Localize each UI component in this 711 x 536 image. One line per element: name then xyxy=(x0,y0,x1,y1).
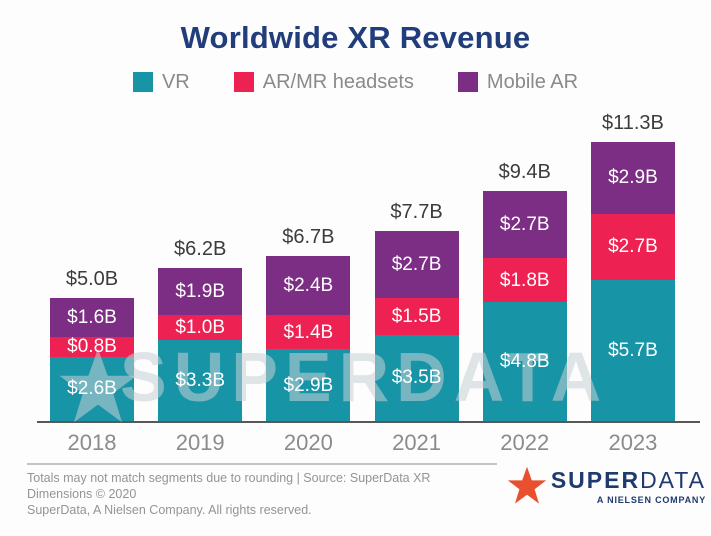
x-axis-label-2023: 2023 xyxy=(608,430,658,455)
bar-total-label-2019: $6.2B xyxy=(174,237,227,260)
segment-value-ar-mr-headsets-2021: $1.5B xyxy=(391,305,442,327)
segment-value-vr-2022: $4.8B xyxy=(499,351,550,373)
bar-segment-mobile-ar-2019: $1.9B xyxy=(158,267,243,315)
bar-total-label-2021: $7.7B xyxy=(390,200,443,223)
legend-swatch-vr xyxy=(132,72,153,92)
legend-item-ar-mr-headsets: AR/MR headsets xyxy=(233,70,414,94)
footer-note-block: Totals may not match segments due to rou… xyxy=(27,463,497,518)
segment-value-ar-mr-headsets-2019: $1.0B xyxy=(175,316,226,338)
legend-label-vr: VR xyxy=(161,70,190,93)
segment-value-mobile-ar-2023: $2.9B xyxy=(608,167,658,189)
segment-value-vr-2019: $3.3B xyxy=(175,369,226,391)
legend-swatch-mobile-ar xyxy=(457,72,478,92)
bar-segment-vr-2023: $5.7B xyxy=(590,280,675,421)
bar-segment-mobile-ar-2018: $1.6B xyxy=(50,297,134,338)
x-axis-label-2019: 2019 xyxy=(175,430,225,455)
segment-value-vr-2020: $2.9B xyxy=(283,374,334,396)
bar-stack-2020: $2.4B $1.4B $2.9B xyxy=(266,255,351,421)
bar-segment-vr-2021: $3.5B xyxy=(374,334,459,421)
segment-value-vr-2021: $3.5B xyxy=(391,367,442,389)
segment-value-vr-2018: $2.6B xyxy=(67,378,117,400)
segment-value-vr-2023: $5.7B xyxy=(608,340,658,362)
bar-segment-mobile-ar-2023: $2.9B xyxy=(590,141,675,214)
x-axis-label-2021: 2021 xyxy=(392,430,442,455)
footer-note-line1: Totals may not match segments due to rou… xyxy=(27,471,431,501)
bar-segment-ar-mr-headsets-2022: $1.8B xyxy=(482,257,567,303)
bar-segment-ar-mr-headsets-2023: $2.7B xyxy=(590,213,675,281)
segment-value-mobile-ar-2021: $2.7B xyxy=(391,253,442,275)
legend-swatch-ar-mr-headsets xyxy=(233,72,254,92)
footer: Totals may not match segments due to rou… xyxy=(0,463,711,518)
legend-item-vr: VR xyxy=(132,70,190,94)
segment-value-mobile-ar-2022: $2.7B xyxy=(499,214,550,236)
bar-total-label-2023: $11.3B xyxy=(601,111,664,134)
x-axis-line xyxy=(37,421,700,423)
bar-segment-ar-mr-headsets-2021: $1.5B xyxy=(374,297,459,335)
legend-label-ar-mr-headsets: AR/MR headsets xyxy=(262,70,414,93)
bar-segment-ar-mr-headsets-2019: $1.0B xyxy=(158,314,243,340)
superdata-logo: SUPERDATA A NIELSEN COMPANY xyxy=(506,466,711,506)
bars-row: $5.0B $1.6B $0.8B $2.6B $6.2B $1.9B $1.0B $3.3B… xyxy=(50,112,675,421)
bar-column-2023: $11.3B $2.9B $2.7B $5.7B xyxy=(590,111,675,421)
segment-value-ar-mr-headsets-2023: $2.7B xyxy=(608,236,658,258)
bar-segment-ar-mr-headsets-2018: $0.8B xyxy=(50,337,134,357)
legend-label-mobile-ar: Mobile AR xyxy=(486,70,579,93)
bar-column-2020: $6.7B $2.4B $1.4B $2.9B xyxy=(266,225,351,421)
segment-value-ar-mr-headsets-2018: $0.8B xyxy=(67,336,117,358)
footer-note: Totals may not match segments due to rou… xyxy=(27,470,497,518)
x-axis-label-2018: 2018 xyxy=(67,430,117,455)
logo-star-icon xyxy=(507,466,547,504)
bar-segment-mobile-ar-2021: $2.7B xyxy=(374,230,459,298)
watermark-star-icon xyxy=(59,348,137,423)
page-title: Worldwide XR Revenue xyxy=(180,20,531,55)
bar-column-2019: $6.2B $1.9B $1.0B $3.3B xyxy=(158,237,243,421)
logo-word-super: SUPER xyxy=(550,467,641,493)
legend-item-mobile-ar: Mobile AR xyxy=(457,70,579,94)
bar-stack-2019: $1.9B $1.0B $3.3B xyxy=(158,267,243,421)
years-row: 2018 2019 2020 2021 2022 2023 xyxy=(50,430,675,456)
bar-stack-2022: $2.7B $1.8B $4.8B xyxy=(482,191,567,421)
footer-note-line2: SuperData, A Nielsen Company. All rights… xyxy=(27,503,312,517)
watermark-text: SUPERDATA xyxy=(120,338,609,416)
bar-segment-mobile-ar-2022: $2.7B xyxy=(482,191,567,258)
segment-value-ar-mr-headsets-2020: $1.4B xyxy=(283,321,334,343)
bar-total-label-2022: $9.4B xyxy=(498,161,551,184)
logo-tagline: A NIELSEN COMPANY xyxy=(596,495,706,505)
segment-value-ar-mr-headsets-2022: $1.8B xyxy=(499,269,550,291)
legend: VR AR/MR headsets Mobile AR xyxy=(0,71,711,93)
bar-segment-mobile-ar-2020: $2.4B xyxy=(266,255,351,315)
bar-segment-vr-2019: $3.3B xyxy=(158,339,243,421)
bar-stack-2023: $2.9B $2.7B $5.7B xyxy=(590,141,675,421)
bar-stack-2021: $2.7B $1.5B $3.5B xyxy=(374,230,459,421)
bar-segment-vr-2022: $4.8B xyxy=(482,302,567,421)
bar-segment-ar-mr-headsets-2020: $1.4B xyxy=(266,314,351,350)
segment-value-mobile-ar-2020: $2.4B xyxy=(283,274,334,296)
bar-column-2018: $5.0B $1.6B $0.8B $2.6B xyxy=(50,268,134,421)
bar-column-2022: $9.4B $2.7B $1.8B $4.8B xyxy=(482,161,567,421)
segment-value-mobile-ar-2018: $1.6B xyxy=(67,306,117,328)
footer-divider xyxy=(27,463,497,465)
bar-total-label-2018: $5.0B xyxy=(65,267,119,290)
x-axis-label-2020: 2020 xyxy=(283,430,333,455)
bar-segment-vr-2018: $2.6B xyxy=(50,356,134,421)
logo-text-block: SUPERDATA A NIELSEN COMPANY xyxy=(551,469,706,506)
bar-column-2021: $7.7B $2.7B $1.5B $3.5B xyxy=(374,200,459,421)
logo-wordmark: SUPERDATA xyxy=(551,469,706,492)
chart-area: $5.0B $1.6B $0.8B $2.6B $6.2B $1.9B $1.0B $3.3B… xyxy=(0,109,711,423)
logo-word-data: DATA xyxy=(640,467,706,493)
x-axis-label-2022: 2022 xyxy=(500,430,550,455)
bar-stack-2018: $1.6B $0.8B $2.6B xyxy=(50,297,134,421)
bar-segment-vr-2020: $2.9B xyxy=(266,349,351,421)
bar-total-label-2020: $6.7B xyxy=(282,225,335,248)
segment-value-mobile-ar-2019: $1.9B xyxy=(175,280,226,302)
